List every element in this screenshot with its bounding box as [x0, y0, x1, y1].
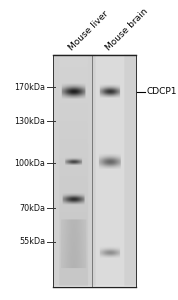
Text: 130kDa: 130kDa: [15, 116, 45, 125]
Text: Mouse brain: Mouse brain: [104, 7, 149, 52]
Text: 70kDa: 70kDa: [19, 204, 45, 213]
Bar: [53, 55, 136, 287]
Text: 170kDa: 170kDa: [14, 83, 45, 92]
Text: 100kDa: 100kDa: [15, 159, 45, 168]
Text: 55kDa: 55kDa: [19, 237, 45, 246]
Text: CDCP1: CDCP1: [146, 87, 177, 96]
Text: Mouse liver: Mouse liver: [67, 9, 111, 52]
